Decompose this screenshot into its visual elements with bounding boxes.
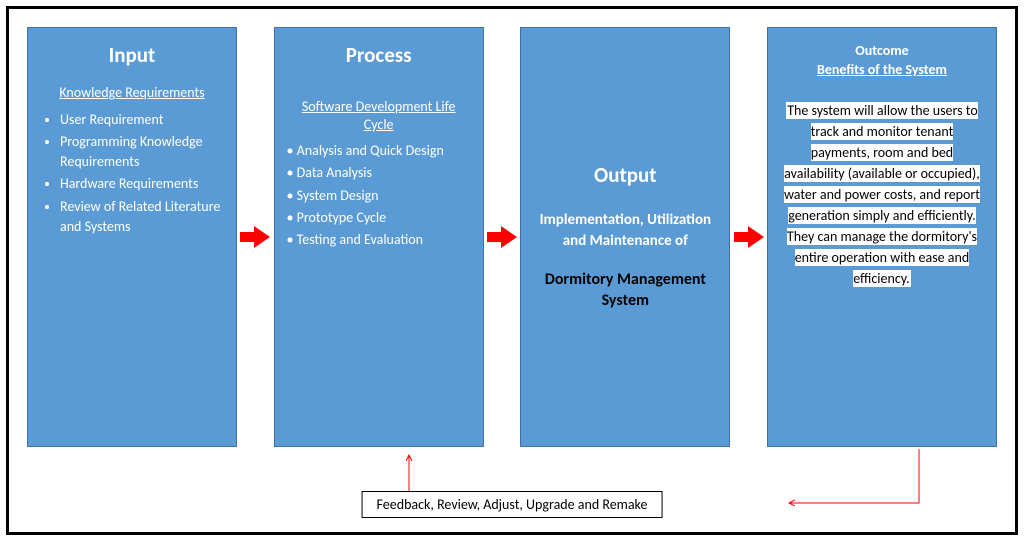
input-title: Input xyxy=(40,42,224,68)
outcome-box: Outcome Benefits of the System The syste… xyxy=(767,27,997,447)
feedback-box: Feedback, Review, Adjust, Upgrade and Re… xyxy=(362,491,663,518)
list-item: Analysis and Quick Design xyxy=(297,141,471,161)
diagram-frame: Input Knowledge Requirements User Requir… xyxy=(6,6,1018,535)
outcome-title: Outcome xyxy=(780,42,984,59)
arrow-3 xyxy=(734,27,764,447)
right-arrow-icon xyxy=(240,224,270,250)
process-list: Analysis and Quick Design Data Analysis … xyxy=(287,141,471,252)
output-box: Output Implementation, Utilization and M… xyxy=(520,27,730,447)
outcome-text-span: The system will allow the users to track… xyxy=(784,102,980,287)
arrow-2 xyxy=(487,27,517,447)
output-lead: Implementation, Utilization and Maintena… xyxy=(533,210,717,252)
arrow-1 xyxy=(240,27,270,447)
list-item: Testing and Evaluation xyxy=(297,230,471,250)
list-item: Data Analysis xyxy=(297,163,471,183)
process-box: Process Software Development Life Cycle … xyxy=(274,27,484,447)
list-item: Programming Knowledge Requirements xyxy=(60,132,224,173)
list-item: User Requirement xyxy=(60,110,224,130)
outcome-subtitle: Benefits of the System xyxy=(780,61,984,78)
right-arrow-icon xyxy=(487,224,517,250)
flow-row: Input Knowledge Requirements User Requir… xyxy=(27,27,997,447)
process-title: Process xyxy=(287,42,471,68)
list-item: Prototype Cycle xyxy=(297,208,471,228)
process-subtitle: Software Development Life Cycle xyxy=(287,98,471,133)
input-subtitle: Knowledge Requirements xyxy=(40,84,224,102)
output-system: Dormitory Management System xyxy=(533,270,717,312)
input-list: User Requirement Programming Knowledge R… xyxy=(40,110,224,240)
output-title: Output xyxy=(533,162,717,188)
list-item: Review of Related Literature and Systems xyxy=(60,197,224,238)
outcome-text: The system will allow the users to track… xyxy=(780,100,984,289)
feedback-label: Feedback, Review, Adjust, Upgrade and Re… xyxy=(377,496,648,513)
list-item: Hardware Requirements xyxy=(60,174,224,194)
input-box: Input Knowledge Requirements User Requir… xyxy=(27,27,237,447)
list-item: System Design xyxy=(297,186,471,206)
right-arrow-icon xyxy=(734,224,764,250)
